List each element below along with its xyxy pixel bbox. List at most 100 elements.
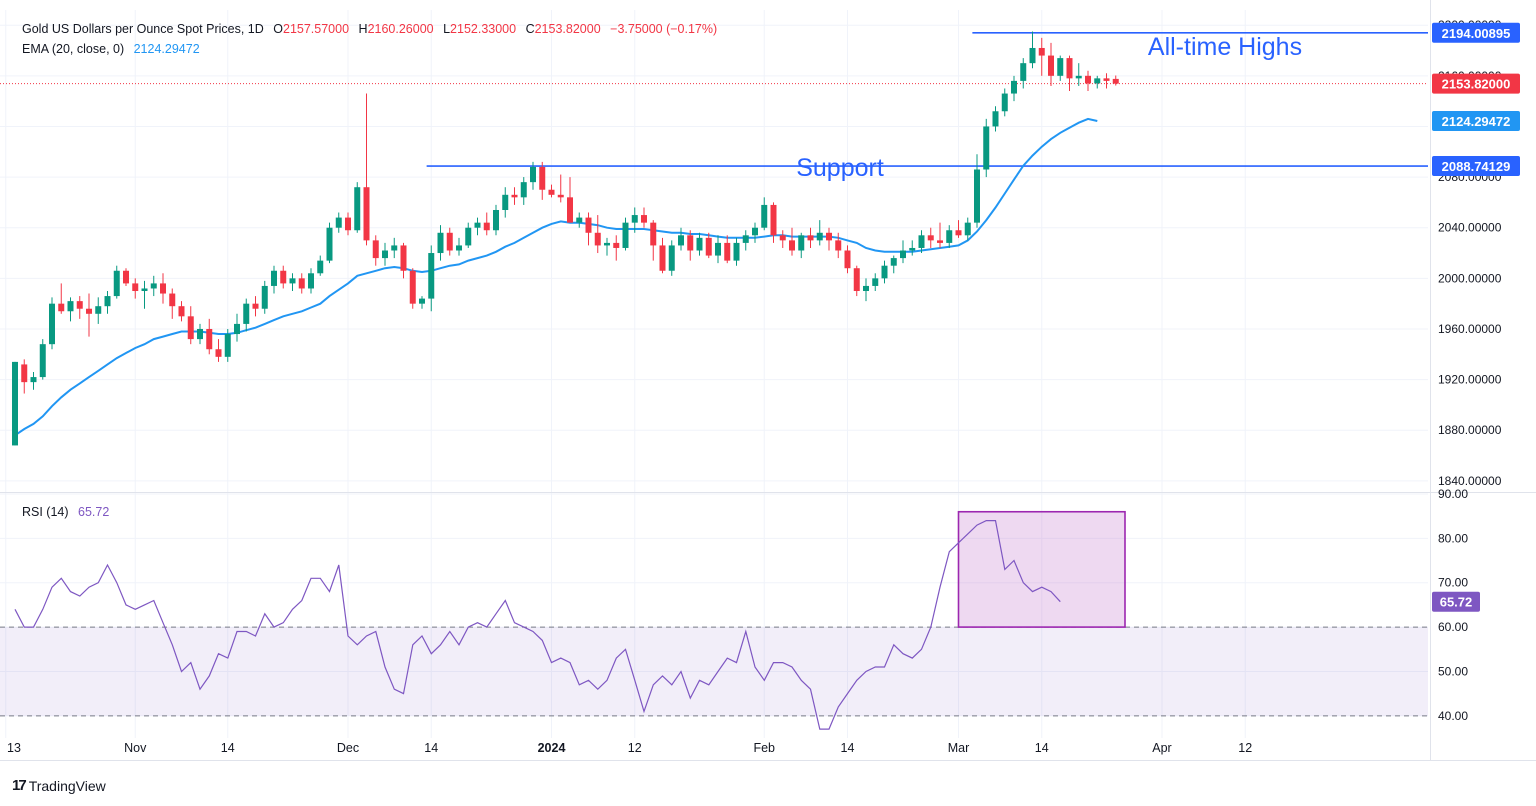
price-legend: Gold US Dollars per Ounce Spot Prices, 1… — [22, 22, 723, 36]
candle-body — [474, 222, 481, 228]
candle-body — [382, 250, 388, 259]
candle-body — [123, 270, 129, 284]
candle-body — [964, 222, 971, 236]
candle-body — [742, 235, 749, 243]
badge-ema: 2124.29472 — [1442, 114, 1511, 129]
ema-value: 2124.29472 — [133, 42, 200, 56]
candle-body — [317, 260, 324, 274]
rsi-value: 65.72 — [78, 505, 110, 519]
candle-body — [567, 197, 573, 223]
candle-body — [937, 240, 943, 243]
candle-body — [992, 111, 999, 127]
badge-last-price-bg — [1432, 73, 1520, 94]
candle-body — [271, 270, 277, 286]
candle-body — [881, 265, 888, 279]
candle-body — [604, 242, 610, 246]
candle-body — [354, 187, 361, 231]
time-axis-tick: 14 — [221, 741, 235, 755]
candle-body — [419, 298, 425, 304]
candle-body — [631, 215, 638, 223]
candle-body — [613, 242, 620, 248]
rsi-axis-tick: 70.00 — [1438, 576, 1468, 590]
time-axis-tick: Feb — [753, 741, 775, 755]
candle-body — [1038, 47, 1045, 56]
ohlc-high: H2160.26000 — [358, 22, 434, 36]
candle-body — [650, 222, 657, 246]
badge-ema-bg — [1432, 111, 1520, 132]
tradingview-logo-icon: 17 — [12, 777, 27, 794]
candle-body — [21, 364, 28, 383]
price-axis-tick: 1840.00000 — [1438, 474, 1502, 488]
candle-body — [946, 230, 953, 243]
rsi-highlight-box — [957, 510, 1126, 628]
ema-line — [14, 117, 1098, 437]
candle-body — [234, 323, 240, 335]
time-axis-tick: 13 — [7, 741, 21, 755]
candle-body — [141, 288, 148, 292]
price-axis-tick: 1880.00000 — [1438, 423, 1502, 437]
rsi-axis-tick: 60.00 — [1438, 620, 1468, 634]
candle-body — [1029, 47, 1036, 64]
rsi-axis-tick: 80.00 — [1438, 531, 1468, 545]
candle-body — [872, 278, 879, 286]
price-axis-tick: 1920.00000 — [1438, 373, 1502, 387]
rsi-axis-tick: 90.00 — [1438, 487, 1468, 501]
candle-body — [465, 227, 472, 246]
candle-body — [261, 285, 268, 309]
candle-body — [187, 316, 194, 340]
candle-body — [789, 240, 795, 251]
candle-body — [974, 169, 980, 223]
time-axis-tick: Apr — [1152, 741, 1171, 755]
annotation-all-time-highs: All-time Highs — [1148, 33, 1302, 61]
candle-body — [446, 232, 453, 251]
candle-body — [530, 166, 536, 183]
price-axis-tick: 1960.00000 — [1438, 322, 1502, 336]
badge-rsi-bg — [1432, 591, 1480, 612]
candle-body — [95, 306, 102, 314]
candle-body — [520, 182, 527, 198]
candle-body — [687, 235, 694, 251]
tradingview-logo[interactable]: 17 TradingView — [12, 777, 106, 794]
candle-body — [132, 283, 139, 292]
time-axis-tick: Nov — [124, 741, 147, 755]
candle-body — [752, 227, 758, 236]
candle-body — [1057, 58, 1064, 76]
candle-body — [224, 334, 231, 357]
candle-body — [835, 240, 842, 251]
candle-body — [335, 217, 342, 228]
candle-body — [456, 245, 462, 251]
candle-body — [770, 204, 777, 236]
rsi-axis-tick: 50.00 — [1438, 664, 1468, 678]
candle-body — [576, 217, 583, 223]
candle-body — [1075, 75, 1082, 79]
candle-body — [76, 301, 83, 309]
candle-body — [548, 189, 555, 195]
rsi-band — [0, 627, 1428, 716]
candle-body — [372, 240, 379, 259]
candle-body — [539, 166, 546, 190]
candle-body — [502, 194, 509, 210]
candle-body — [58, 303, 65, 312]
time-axis-tick: 12 — [1238, 741, 1252, 755]
candle-body — [178, 306, 185, 317]
candle-body — [326, 227, 333, 261]
candle-body — [280, 270, 287, 284]
candle-body — [909, 247, 916, 251]
candle-body — [1094, 78, 1101, 84]
candle-body — [1112, 78, 1119, 84]
candle-body — [493, 209, 499, 231]
candle-body — [243, 303, 250, 324]
candle-body — [30, 377, 37, 383]
candle-body — [511, 194, 518, 198]
candle-body — [641, 215, 647, 223]
candle-body — [308, 273, 314, 289]
candle-body — [955, 230, 962, 236]
ohlc-low: L2152.33000 — [443, 22, 517, 36]
symbol-title: Gold US Dollars per Ounce Spot Prices, 1… — [22, 22, 264, 36]
candle-body — [900, 250, 906, 259]
candle-body — [86, 308, 92, 314]
time-axis-tick: 14 — [424, 741, 438, 755]
candle-body — [1011, 80, 1017, 94]
candle-body — [289, 278, 296, 284]
